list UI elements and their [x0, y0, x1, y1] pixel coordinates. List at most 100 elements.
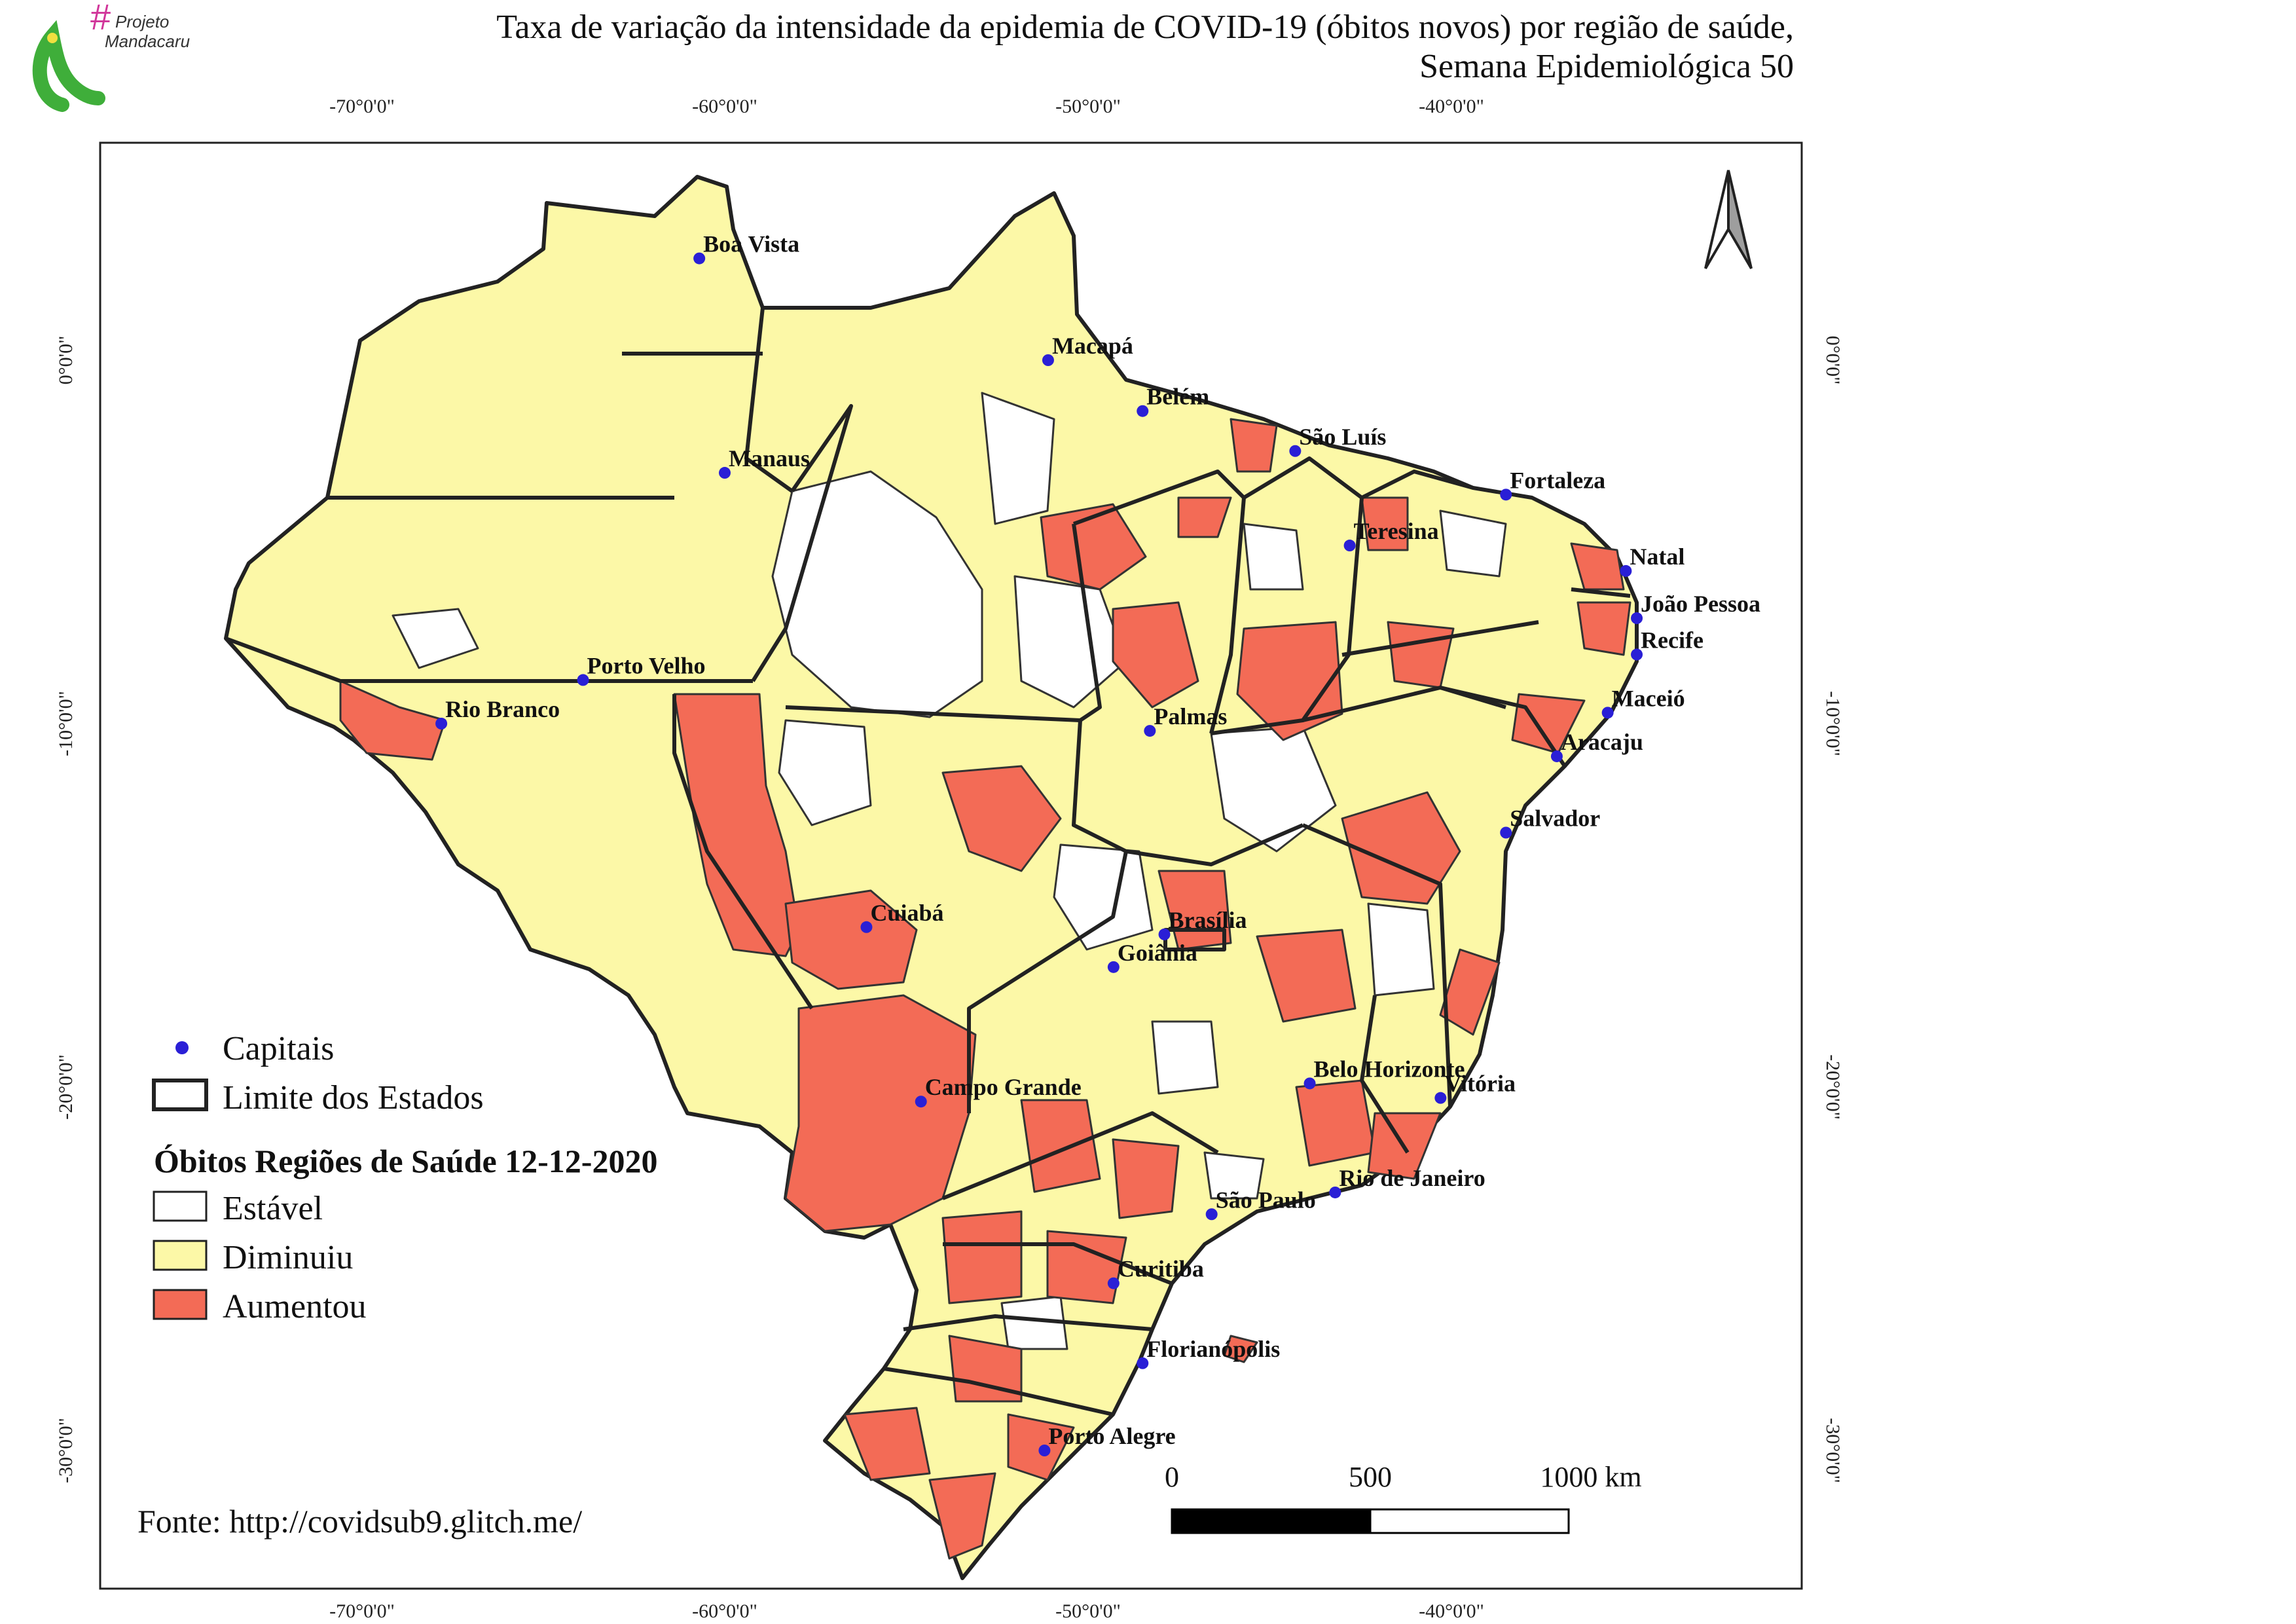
legend-capital-dot — [175, 1041, 189, 1054]
right-tick: -10°0'0" — [1822, 691, 1844, 756]
capital-dot — [1205, 1208, 1218, 1221]
scale-label-500: 500 — [1349, 1461, 1392, 1493]
left-ticks: 0°0'0" -10°0'0" -20°0'0" -30°0'0" — [55, 336, 77, 1483]
capital-label: São Luís — [1299, 424, 1386, 450]
bottom-tick: -60°0'0" — [692, 1600, 757, 1622]
capital-label: Natal — [1630, 544, 1685, 570]
capital-dot — [1500, 489, 1512, 501]
bottom-tick: -50°0'0" — [1055, 1600, 1121, 1622]
right-ticks: 0°0'0" -10°0'0" -20°0'0" -30°0'0" — [1822, 336, 1844, 1483]
region-increased — [1177, 496, 1232, 538]
logo-line2: Mandacaru — [105, 31, 190, 51]
capital-label: Curitiba — [1118, 1256, 1204, 1282]
capital-label: Rio de Janeiro — [1339, 1165, 1485, 1191]
brazil-outline — [224, 175, 1639, 1580]
capital-label: São Paulo — [1216, 1187, 1316, 1213]
legend-swatch-increased — [153, 1289, 208, 1320]
capital-dot — [1601, 707, 1614, 719]
bottom-tick: -40°0'0" — [1419, 1600, 1484, 1622]
capital-label: Rio Branco — [445, 696, 560, 722]
capitals-layer: Boa Vista Macapá Belém São Luís Manaus Fortal… — [435, 231, 1760, 1456]
region-increased — [1256, 929, 1357, 1023]
region-increased — [1020, 1099, 1101, 1193]
capital-label: Fortaleza — [1510, 467, 1605, 493]
capital-dot — [1343, 540, 1356, 552]
capital-dot — [1137, 1357, 1149, 1369]
capital-dot — [1434, 1092, 1447, 1104]
legend: Capitais Limite dos Estados Óbitos Regiõ… — [152, 1030, 657, 1325]
region-increased — [784, 994, 977, 1232]
capital-label: Belém — [1146, 384, 1209, 410]
bottom-ticks: -70°0'0" -60°0'0" -50°0'0" -40°0'0" — [329, 1600, 1484, 1622]
capital-label: João Pessoa — [1641, 591, 1760, 617]
left-tick: 0°0'0" — [55, 336, 77, 385]
region-increased — [1223, 1335, 1258, 1363]
region-stable — [1203, 1151, 1265, 1200]
region-increased — [1576, 601, 1631, 656]
right-tick: 0°0'0" — [1822, 336, 1844, 385]
brazil-map — [224, 175, 1639, 1580]
logo-line1: Projeto — [115, 12, 169, 31]
capital-dot — [1620, 564, 1632, 577]
capital-label: Boa Vista — [703, 231, 799, 257]
capital-dot — [1038, 1445, 1051, 1456]
capital-dot — [1137, 405, 1149, 417]
capital-label: Porto Velho — [587, 652, 706, 678]
region-increased — [1295, 1079, 1376, 1167]
legend-label-decreased: Diminuiu — [223, 1239, 353, 1276]
legend-label-stable: Estável — [223, 1190, 323, 1227]
capital-label: Salvador — [1510, 805, 1600, 832]
state-boundaries — [225, 307, 1631, 1416]
capital-dot — [1042, 354, 1054, 366]
region-stable — [392, 608, 479, 669]
region-stable — [1000, 1295, 1068, 1350]
region-increased — [941, 765, 1062, 872]
capital-label: Recife — [1641, 627, 1704, 654]
region-increased — [784, 889, 918, 990]
capital-dot — [860, 921, 873, 933]
region-stable — [1151, 1020, 1219, 1095]
capital-dot — [1550, 750, 1563, 762]
legend-swatch-decreased — [153, 1240, 208, 1271]
right-tick: -20°0'0" — [1822, 1054, 1844, 1120]
region-increased — [339, 680, 446, 761]
capital-dot — [1303, 1077, 1316, 1090]
top-tick: -60°0'0" — [692, 96, 757, 117]
capital-label: Macapá — [1052, 333, 1133, 359]
right-tick: -30°0'0" — [1822, 1418, 1844, 1483]
region-increased — [1230, 418, 1278, 473]
capital-label: Porto Alegre — [1048, 1423, 1175, 1449]
legend-label-increased: Aumentou — [223, 1288, 367, 1325]
capital-dot — [1289, 445, 1302, 457]
region-increased — [1570, 542, 1625, 591]
region-stable — [1243, 523, 1304, 591]
region-stable — [771, 470, 983, 718]
capital-dot — [1158, 928, 1171, 940]
region-stable — [981, 392, 1055, 525]
bottom-tick: -70°0'0" — [329, 1600, 395, 1622]
top-tick: -40°0'0" — [1419, 96, 1484, 117]
projeto-mandacaru-logo: # Projeto Mandacaru — [32, 0, 190, 112]
capital-label: Maceió — [1612, 685, 1685, 711]
capital-dot — [719, 467, 731, 479]
capital-label: Palmas — [1154, 703, 1227, 729]
capital-label: Vitória — [1444, 1071, 1516, 1097]
region-increased — [1360, 496, 1409, 551]
region-increased — [1341, 791, 1461, 905]
legend-title: Óbitos Regiões de Saúde 12-12-2020 — [154, 1143, 657, 1179]
region-increased — [941, 1210, 1023, 1304]
top-tick: -50°0'0" — [1055, 96, 1121, 117]
region-increased — [1112, 1138, 1180, 1219]
capital-dot — [1631, 612, 1643, 625]
capital-label: Florianópolis — [1146, 1336, 1280, 1362]
region-stable — [1367, 902, 1435, 997]
legend-states-label: Limite dos Estados — [223, 1079, 484, 1116]
capital-dot — [693, 252, 706, 265]
capital-label: Belo Horizonte — [1314, 1056, 1465, 1082]
top-tick: -70°0'0" — [329, 96, 395, 117]
scale-label-1000: 1000 km — [1540, 1461, 1641, 1493]
left-tick: -30°0'0" — [55, 1418, 77, 1483]
capital-label: Goiânia — [1118, 940, 1197, 966]
capital-label: Aracaju — [1561, 729, 1643, 755]
